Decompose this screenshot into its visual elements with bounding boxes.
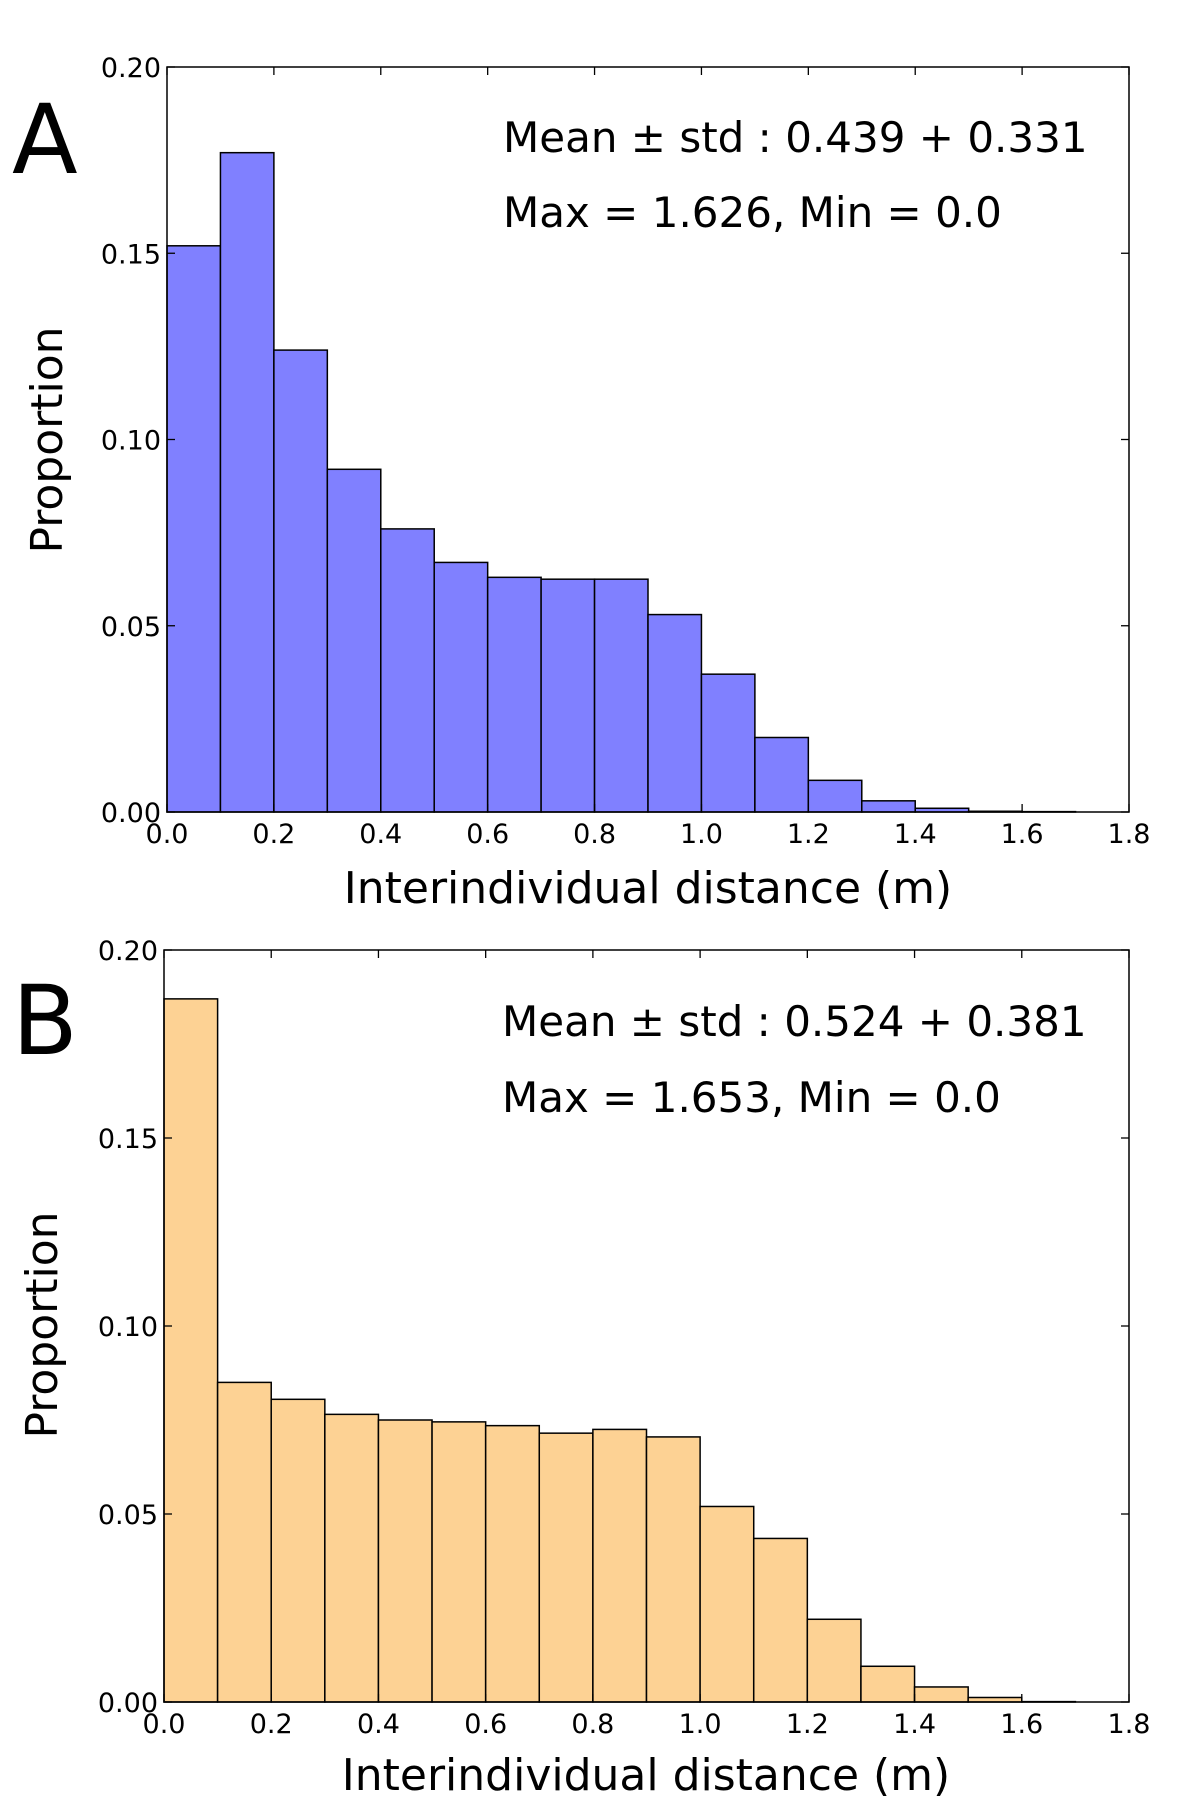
- histogram-bar: [807, 779, 863, 813]
- tick-marks: [163, 949, 1130, 1703]
- histogram-bar: [431, 1421, 487, 1703]
- x-tick-label: 0.4: [359, 819, 402, 850]
- histogram-bar: [860, 1665, 916, 1703]
- histogram-bar: [273, 349, 329, 813]
- x-tick-label: 0.6: [466, 819, 509, 850]
- x-tick-label: 1.6: [1000, 1709, 1043, 1740]
- annotation-max-min: Max = 1.653, Min = 0.0: [502, 1073, 1001, 1122]
- annotation-mean-std: Mean ± std : 0.439 + 0.331: [503, 113, 1088, 162]
- histogram-bar: [592, 1428, 648, 1703]
- annotation-max-min: Max = 1.626, Min = 0.0: [503, 188, 1002, 237]
- bar-group: [166, 151, 1077, 813]
- panel-letter: A: [12, 84, 78, 196]
- y-tick-label: 0.20: [98, 936, 158, 967]
- tick-marks: [166, 66, 1130, 813]
- x-tick-labels: 0.0 0.2 0.4 0.6 0.8 1.0 1.2 1.4 1.6 1.8: [143, 1709, 1151, 1740]
- histogram-bar: [645, 1436, 701, 1703]
- histogram-bar: [326, 468, 382, 813]
- y-tick-label: 0.00: [101, 798, 161, 829]
- x-tick-label: 1.0: [679, 1709, 722, 1740]
- histogram-bar: [324, 1413, 380, 1703]
- histogram-bar: [647, 613, 703, 813]
- histogram-bar: [163, 998, 219, 1703]
- x-tick-label: 1.8: [1108, 819, 1151, 850]
- x-tick-label: 0.8: [573, 819, 616, 850]
- x-tick-label: 0.6: [464, 1709, 507, 1740]
- histogram-bar: [484, 1424, 541, 1703]
- histogram-bar: [700, 673, 756, 813]
- x-axis-title: Interindividual distance (m): [344, 863, 952, 914]
- x-tick-label: 0.4: [357, 1709, 400, 1740]
- histogram-bar: [270, 1398, 326, 1703]
- histogram-bar: [806, 1618, 862, 1703]
- x-tick-label: 0.2: [250, 1709, 293, 1740]
- x-tick-label: 0.0: [143, 1709, 186, 1740]
- histogram-bar: [216, 1381, 272, 1703]
- y-tick-labels: 0.00 0.05 0.10 0.15 0.20: [101, 53, 161, 829]
- y-tick-labels: 0.00 0.05 0.10 0.15 0.20: [98, 936, 158, 1719]
- y-tick-label: 0.00: [98, 1688, 158, 1719]
- histogram-bar: [377, 1419, 433, 1703]
- histogram-bar: [861, 800, 916, 813]
- y-tick-label: 0.10: [101, 426, 161, 457]
- histogram-bar: [593, 578, 649, 813]
- histogram-bar: [166, 245, 222, 813]
- histogram-bar: [380, 528, 435, 813]
- x-tick-label: 1.2: [787, 819, 830, 850]
- bar-group: [163, 998, 1077, 1703]
- histogram-bar: [538, 1432, 594, 1703]
- y-axis-title: Proportion: [22, 326, 73, 553]
- x-tick-label: 1.4: [893, 1709, 936, 1740]
- x-tick-label: 1.8: [1108, 1709, 1151, 1740]
- panel-letter: B: [12, 965, 78, 1077]
- panel-a: A 0.0 0.2 0.4 0.6 0.8 1.0 1.2 1.4 1.6 1.8 0.000.0…: [12, 53, 1150, 914]
- histogram-bar: [752, 1537, 809, 1703]
- y-tick-label: 0.05: [98, 1500, 158, 1531]
- panel-b: B 0.0 0.2 0.4 0.6 0.8 1.0 1.2 1.4 1.6 1.8 0.000.0…: [12, 936, 1150, 1801]
- x-tick-label: 1.6: [1001, 819, 1044, 850]
- y-tick-label: 0.10: [98, 1312, 158, 1343]
- histogram-bar: [754, 736, 810, 813]
- x-tick-label: 0.2: [252, 819, 295, 850]
- y-axis-title: Proportion: [17, 1211, 68, 1438]
- histogram-bar: [219, 151, 275, 813]
- y-tick-label: 0.05: [101, 612, 161, 643]
- histogram-bar: [486, 576, 542, 813]
- y-tick-label: 0.20: [101, 53, 161, 84]
- x-tick-label: 0.0: [146, 819, 189, 850]
- x-tick-label: 0.8: [571, 1709, 614, 1740]
- histogram-bar: [699, 1505, 755, 1703]
- x-axis-title: Interindividual distance (m): [342, 1750, 950, 1801]
- x-tick-label: 1.0: [680, 819, 723, 850]
- y-tick-label: 0.15: [101, 239, 161, 270]
- x-tick-labels: 0.0 0.2 0.4 0.6 0.8 1.0 1.2 1.4 1.6 1.8: [146, 819, 1151, 850]
- x-tick-label: 1.2: [786, 1709, 829, 1740]
- annotation-mean-std: Mean ± std : 0.524 + 0.381: [502, 997, 1087, 1046]
- histogram-bar: [540, 578, 596, 813]
- x-tick-label: 1.4: [894, 819, 937, 850]
- histogram-bar: [913, 1686, 969, 1703]
- histogram-bar: [433, 561, 489, 813]
- y-tick-label: 0.15: [98, 1124, 158, 1155]
